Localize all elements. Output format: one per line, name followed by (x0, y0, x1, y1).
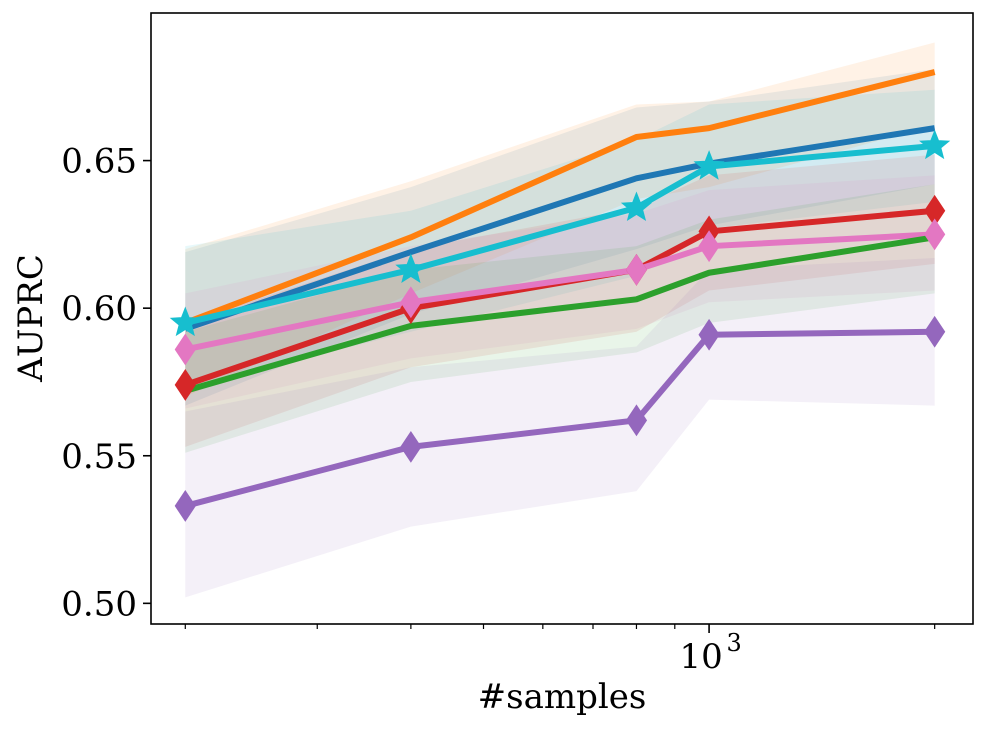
marker-purple-1 (400, 430, 422, 463)
marker-pink-4 (924, 218, 946, 251)
marker-red-0 (174, 369, 196, 401)
marker-pink-2 (625, 253, 648, 286)
band-pink (185, 175, 935, 409)
marker-pink-1 (400, 286, 422, 319)
marker-purple-2 (625, 404, 648, 437)
marker-purple-3 (698, 318, 720, 351)
confidence-bands (185, 42, 935, 598)
x-tick-label-0: 10 (679, 637, 722, 677)
x-axis-label: #samples (478, 677, 647, 717)
marker-purple-4 (924, 315, 946, 348)
y-tick-label-3: 0.65 (61, 142, 137, 182)
marker-cyan-0 (169, 306, 201, 337)
series-markers (169, 129, 951, 522)
y-tick-label-2: 0.60 (61, 289, 137, 329)
y-tick-label-0: 0.50 (61, 584, 137, 624)
line-green (184, 234, 936, 394)
marker-cyan-3 (693, 150, 725, 180)
marker-cyan-1 (395, 253, 427, 284)
y-tick-label-1: 0.55 (61, 437, 137, 477)
x-axis: 10 3 (184, 624, 936, 677)
marker-purple-0 (174, 490, 196, 522)
marker-pink-0 (174, 333, 196, 366)
plot-frame (150, 12, 974, 625)
y-axis: 0.50 0.55 0.60 0.65 (61, 142, 151, 624)
marker-cyan-4 (919, 129, 951, 160)
x-tick-label-exponent-0: 3 (726, 629, 741, 657)
marker-cyan-2 (620, 191, 653, 222)
line-orange (184, 69, 936, 326)
marker-pink-3 (698, 230, 720, 263)
y-axis-label: AUPRC (11, 254, 51, 383)
band-green (185, 184, 935, 453)
line-blue (184, 125, 936, 332)
